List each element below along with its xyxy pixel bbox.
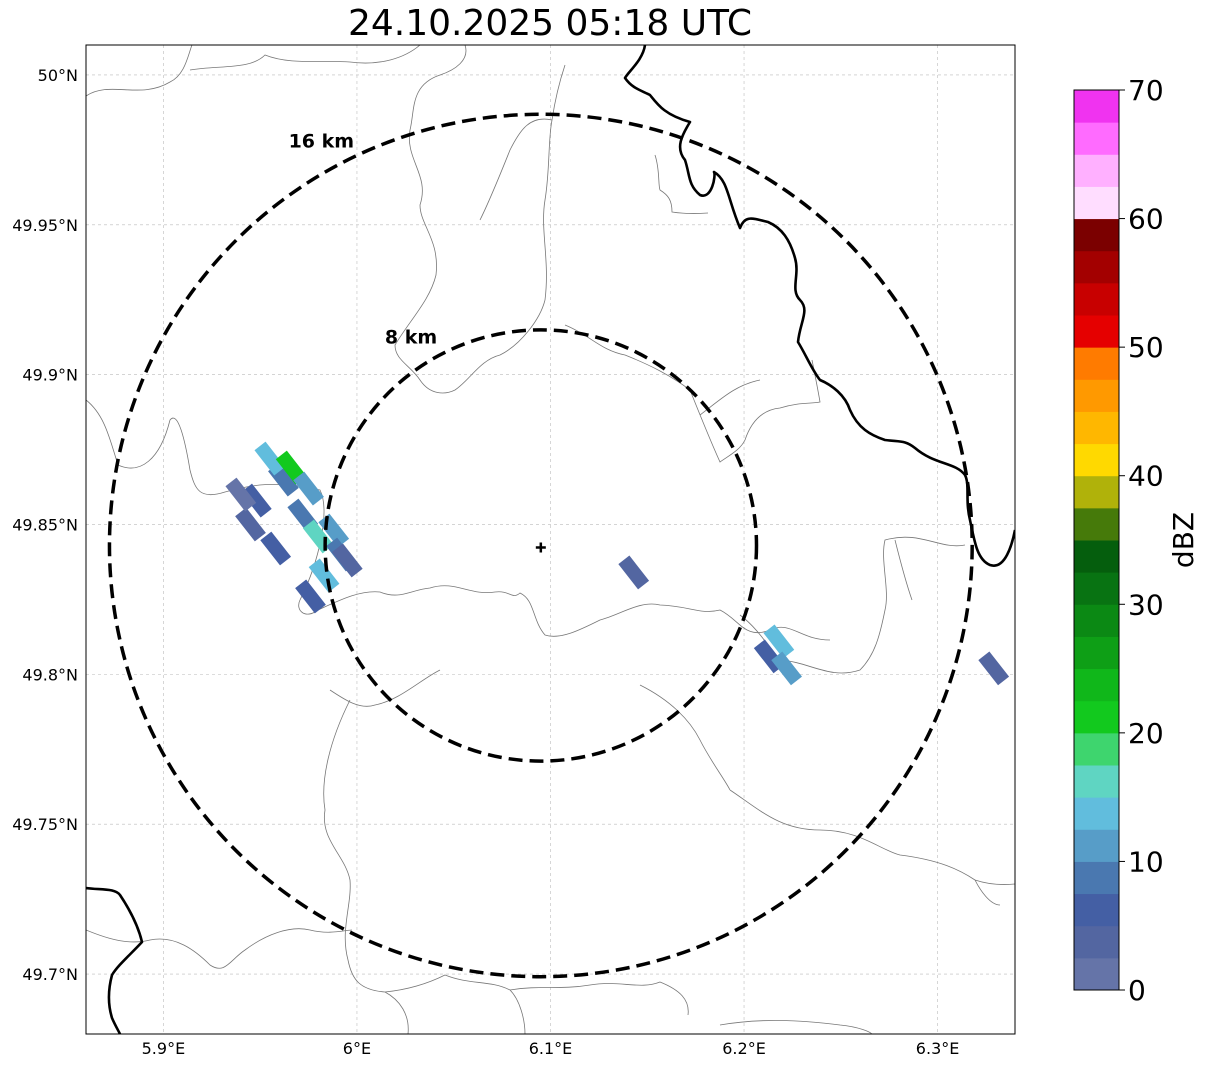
colorbar-segment <box>1074 700 1119 734</box>
colorbar-segment <box>1074 893 1119 927</box>
lon-tick-label: 6°E <box>343 1039 371 1058</box>
colorbar-segment <box>1074 250 1119 284</box>
colorbar-segment <box>1074 379 1119 412</box>
colorbar-segment <box>1074 668 1119 702</box>
admin-boundary-line <box>479 64 566 301</box>
lat-tick-label: 49.85°N <box>12 516 78 535</box>
colorbar-tick-label: 50 <box>1128 331 1164 364</box>
echo-cell <box>293 471 324 506</box>
echo-cell <box>235 507 266 542</box>
lat-tick-label: 49.7°N <box>22 965 78 984</box>
range-ring-label: 8 km <box>385 326 437 348</box>
colorbar: 0 10 20 30 40 50 60 70 dBZ <box>1073 74 1200 1007</box>
colorbar-segment <box>1074 957 1119 991</box>
latitude-tick-labels: 50°N 49.95°N 49.9°N 49.85°N 49.8°N 49.75°N 49.… <box>12 66 78 984</box>
range-ring-label: 16 km <box>289 130 355 152</box>
longitude-tick-labels: 5.9°E 6°E 6.1°E 6.2°E 6.3°E <box>142 1039 960 1058</box>
colorbar-segment <box>1074 861 1119 895</box>
colorbar-tick-label: 20 <box>1128 717 1164 750</box>
echo-cell <box>260 531 292 566</box>
echo-cell <box>763 624 795 659</box>
admin-boundary-line <box>86 928 873 1034</box>
colorbar-segment <box>1074 572 1119 605</box>
lon-tick-label: 6.1°E <box>529 1039 573 1058</box>
lat-tick-label: 49.8°N <box>22 665 78 684</box>
range-rings: 8 km 16 km <box>107 112 974 979</box>
national-border-line <box>86 886 144 1034</box>
reflectivity-echoes <box>225 441 1010 686</box>
colorbar-segment <box>1074 765 1119 798</box>
lat-tick-label: 50°N <box>38 66 78 85</box>
colorbar-tick-label: 40 <box>1128 460 1164 493</box>
colorbar-label: dBZ <box>1167 512 1200 568</box>
echo-cell <box>978 651 1010 686</box>
admin-boundary-line <box>86 399 831 641</box>
gridlines <box>86 45 1015 1034</box>
colorbar-segment <box>1074 636 1119 670</box>
national-border-line <box>623 45 1015 567</box>
admin-boundary-line <box>654 154 709 215</box>
lat-tick-label: 49.75°N <box>12 815 78 834</box>
colorbar-segment <box>1074 507 1119 541</box>
echo-cell <box>331 543 363 578</box>
colorbar-tick-label: 0 <box>1128 974 1146 1007</box>
colorbar-segment <box>1074 315 1119 348</box>
colorbar-tick-label: 10 <box>1128 845 1164 878</box>
colorbar-segment <box>1074 540 1119 573</box>
admin-boundary-line <box>394 45 546 394</box>
echo-cell <box>295 579 326 614</box>
colorbar-segment <box>1074 797 1119 830</box>
echo-cell <box>225 477 257 512</box>
colorbar-segment <box>1074 122 1119 155</box>
lon-tick-label: 5.9°E <box>142 1039 186 1058</box>
colorbar-tick-label: 60 <box>1128 203 1164 236</box>
colorbar-tick-label: 70 <box>1128 74 1164 107</box>
admin-boundary-line <box>86 45 421 97</box>
lon-tick-label: 6.3°E <box>916 1039 960 1058</box>
colorbar-segment <box>1074 732 1119 766</box>
colorbar-segment <box>1074 347 1119 380</box>
colorbar-segment <box>1074 475 1119 509</box>
lat-tick-label: 49.9°N <box>22 366 78 385</box>
colorbar-segment <box>1074 154 1119 187</box>
colorbar-segment <box>1074 925 1119 959</box>
echo-cell <box>254 441 286 476</box>
map-title: 24.10.2025 05:18 UTC <box>347 3 753 44</box>
colorbar-segment <box>1074 443 1119 477</box>
colorbar-segment <box>1074 411 1119 445</box>
colorbar-segment <box>1074 90 1119 123</box>
admin-boundary-line <box>564 324 821 463</box>
plot-frame <box>85 44 1016 1035</box>
colorbar-segment <box>1074 186 1119 220</box>
colorbar-segment <box>1074 829 1119 862</box>
range-ring <box>107 112 974 979</box>
borders <box>86 45 1015 1034</box>
echo-cell <box>240 483 272 518</box>
colorbar-tick-label: 30 <box>1128 588 1164 621</box>
echo-cell <box>771 651 802 686</box>
range-ring <box>323 328 759 763</box>
echo-cell <box>308 558 340 593</box>
echo-cell <box>618 555 650 590</box>
colorbar-segment <box>1074 604 1119 637</box>
national-borders <box>86 45 1015 1034</box>
lon-tick-label: 6.2°E <box>722 1039 766 1058</box>
admin-boundary-line <box>729 789 1015 906</box>
admin-boundary-line <box>329 669 731 791</box>
lat-tick-label: 49.95°N <box>12 216 78 235</box>
colorbar-segment <box>1074 282 1119 316</box>
colorbar-segment <box>1074 218 1119 252</box>
colorbar-frame <box>1073 89 1120 991</box>
admin-boundary-line <box>323 699 689 1034</box>
